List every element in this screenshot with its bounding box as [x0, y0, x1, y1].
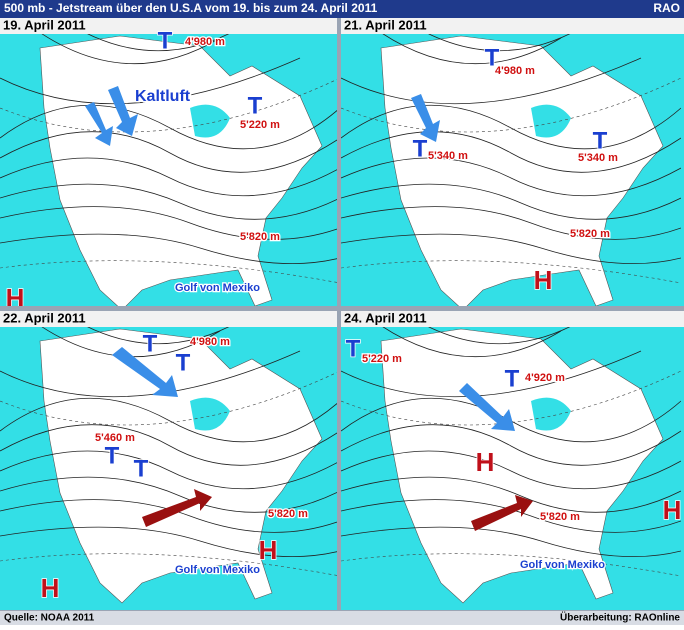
date-label: 19. April 2011 [3, 17, 86, 32]
height-label: 5'340 m [428, 150, 468, 162]
high-pressure: H [663, 495, 682, 525]
air-mass-label: Kaltluft [135, 88, 191, 105]
height-label: 4'980 m [495, 65, 535, 77]
height-label: 4'980 m [185, 36, 225, 48]
low-pressure: T [485, 44, 500, 71]
region-label: Golf von Mexiko [175, 564, 260, 576]
height-label: 5'460 m [95, 432, 135, 444]
height-label: 5'820 m [268, 508, 308, 520]
source: Quelle: NOAA 2011 [4, 613, 95, 624]
date-label: 21. April 2011 [344, 17, 427, 32]
high-pressure: H [534, 265, 553, 295]
height-label: 5'220 m [240, 119, 280, 131]
low-pressure: T [143, 330, 158, 357]
height-label: 5'820 m [570, 228, 610, 240]
map-panel: 21. April 2011 T 4'980 m T 5'340 m T 5'3… [341, 17, 684, 306]
low-pressure: T [413, 135, 428, 162]
low-pressure: T [134, 455, 149, 482]
low-pressure: T [505, 365, 520, 392]
region-label: Golf von Mexiko [520, 559, 605, 571]
region-label: Golf von Mexiko [175, 282, 260, 294]
height-label: 5'820 m [540, 511, 580, 523]
header-bar [0, 0, 684, 18]
height-label: 4'920 m [525, 372, 565, 384]
map-panel: 24. April 2011 T 5'220 m T 4'920 m H 5'8… [341, 310, 684, 610]
height-label: 5'220 m [362, 353, 402, 365]
high-pressure: H [476, 447, 495, 477]
height-label: 5'820 m [240, 231, 280, 243]
footer-bar [0, 611, 684, 625]
credit: Überarbeitung: RAOnline [560, 611, 680, 624]
low-pressure: T [105, 442, 120, 469]
low-pressure: T [593, 127, 608, 154]
high-pressure: H [6, 283, 25, 313]
low-pressure: T [346, 335, 361, 362]
high-pressure: H [41, 573, 60, 603]
low-pressure: T [248, 92, 263, 119]
height-label: 5'340 m [578, 152, 618, 164]
low-pressure: T [158, 27, 173, 54]
height-label: 4'980 m [190, 336, 230, 348]
title: 500 mb - Jetstream über den U.S.A vom 19… [4, 1, 378, 15]
map-panel: 19. April 2011 T 4'980 m Kaltluft T 5'22… [0, 17, 337, 313]
logo: RAO [653, 1, 680, 15]
date-label: 24. April 2011 [344, 310, 427, 325]
map-panel: 22. April 2011 T T 4'980 m 5'460 m T T 5… [0, 310, 337, 610]
low-pressure: T [176, 349, 191, 376]
date-label: 22. April 2011 [3, 310, 86, 325]
high-pressure: H [259, 535, 278, 565]
